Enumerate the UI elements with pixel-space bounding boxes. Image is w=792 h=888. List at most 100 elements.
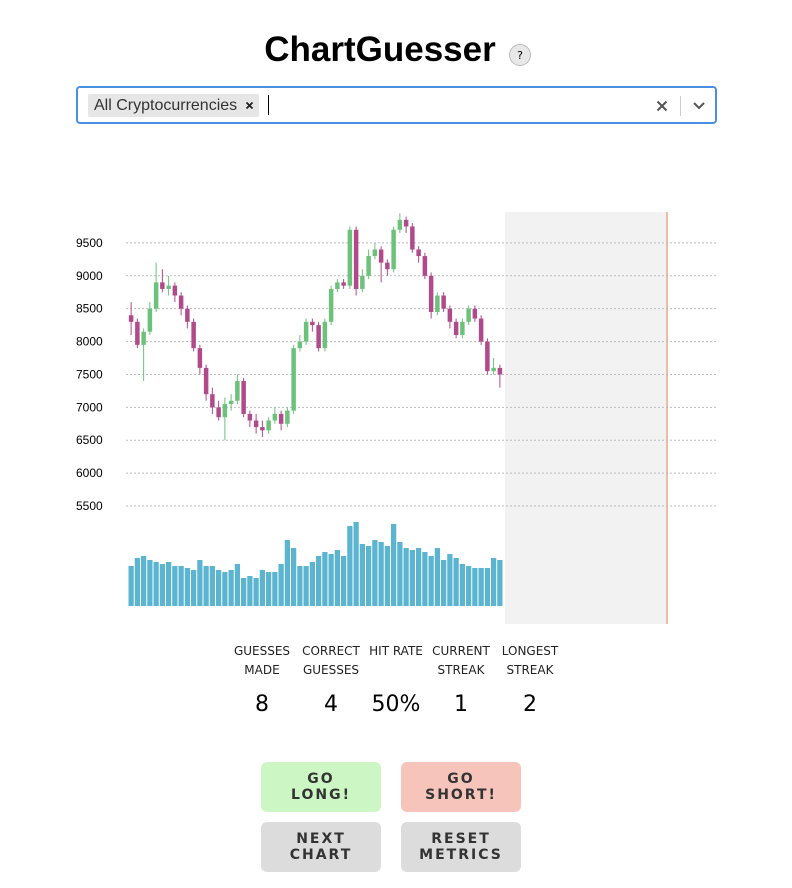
volume-bar — [228, 570, 234, 606]
candle-body — [472, 308, 478, 319]
stat: LONGEST STREAK 2 — [490, 642, 570, 717]
candle-body — [160, 282, 165, 289]
candle-body — [360, 275, 365, 289]
candle-body — [291, 348, 296, 411]
volume-bar — [309, 562, 315, 606]
candle-body — [197, 348, 203, 368]
y-tick-label: 7500 — [76, 367, 103, 381]
stat-value: 1 — [454, 692, 468, 717]
candle-body — [485, 341, 490, 372]
y-tick-label: 9000 — [76, 269, 103, 283]
candle-body — [397, 219, 403, 230]
go-long-button[interactable]: GO LONG! — [261, 762, 381, 812]
candle-body — [441, 295, 446, 309]
candle-body — [435, 295, 440, 312]
volume-bar — [378, 542, 384, 606]
tag-remove[interactable] — [245, 101, 254, 110]
volume-bar — [434, 548, 440, 606]
reset-metrics-button[interactable]: RESET METRICS — [401, 822, 521, 872]
volume-bar — [491, 558, 497, 606]
volume-bar — [216, 570, 222, 606]
volume-bar — [184, 568, 190, 606]
candle-body — [178, 295, 184, 309]
stat-label: CURRENT STREAK — [432, 644, 490, 677]
candle-body — [253, 420, 259, 428]
candle-body — [303, 321, 309, 342]
volume-bar — [384, 546, 390, 606]
volume-bar — [191, 570, 197, 606]
volume-bar — [134, 558, 140, 606]
clear-button[interactable] — [656, 100, 668, 112]
volume-bar — [341, 556, 347, 606]
volume-bar — [472, 568, 478, 606]
volume-bar — [372, 540, 378, 606]
next-chart-button[interactable]: NEXT CHART — [261, 822, 381, 872]
volume-bar — [253, 578, 259, 606]
selected-tag: All Cryptocurrencies — [88, 94, 260, 117]
volume-bar — [497, 560, 503, 606]
volume-bar — [284, 540, 290, 606]
volume-bar — [316, 556, 322, 606]
stat-label: LONGEST STREAK — [501, 644, 559, 677]
volume-bar — [466, 566, 472, 606]
app-title: ChartGuesser — [264, 30, 496, 69]
stat-label: HIT RATE — [369, 644, 423, 658]
volume-bar — [403, 548, 409, 606]
volume-bar — [334, 550, 340, 606]
stat: GUESSES MADE 8 — [222, 642, 302, 717]
y-tick-label: 9500 — [76, 236, 103, 250]
candle-body — [266, 420, 271, 431]
candle-body — [141, 331, 146, 345]
volume-bar — [416, 548, 422, 606]
candle-body — [428, 275, 434, 312]
stat: HIT RATE 50% — [356, 642, 436, 717]
candle-body — [497, 367, 503, 375]
stat: CORRECT GUESSES 4 — [291, 642, 371, 717]
volume-bar — [397, 542, 403, 606]
volume-bar — [422, 552, 428, 606]
future-region — [505, 212, 667, 624]
volume-bar — [428, 556, 434, 606]
volume-bar — [322, 552, 328, 606]
candle-body — [216, 407, 221, 418]
candle-body — [285, 410, 290, 424]
chart: 5500 6000 6500 7000 7500 8000 8500 9000 9500 — [76, 212, 716, 624]
candle-body — [297, 341, 303, 349]
volume-bar — [484, 568, 490, 606]
stat-value: 2 — [523, 692, 537, 717]
dropdown-chevron[interactable] — [692, 100, 706, 112]
stat: CURRENT STREAK 1 — [421, 642, 501, 717]
candle-body — [203, 367, 209, 395]
candle-body — [335, 282, 340, 289]
stat-value: 8 — [255, 692, 269, 717]
candle-body — [478, 318, 484, 342]
candle-body — [241, 381, 246, 414]
candle-body — [391, 229, 396, 270]
volume-bar — [478, 568, 484, 606]
volume-bar — [209, 566, 215, 606]
help-button[interactable]: ? — [509, 44, 531, 66]
candle-body — [322, 321, 328, 349]
candle-body — [247, 413, 253, 421]
candle-body — [316, 325, 321, 349]
volume-bar — [172, 566, 178, 606]
volume-bar — [297, 566, 303, 606]
candle-body — [153, 282, 159, 309]
category-select[interactable]: All Cryptocurrencies — [76, 86, 717, 124]
volume-bar — [303, 566, 309, 606]
stat-value: 50% — [371, 692, 421, 717]
candle-body — [166, 285, 171, 289]
go-short-button[interactable]: GO SHORT! — [401, 762, 521, 812]
candle-body — [260, 427, 265, 431]
y-tick-label: 6000 — [76, 466, 103, 480]
candle-body — [422, 256, 428, 276]
candle-body — [135, 321, 140, 345]
candle-body — [222, 404, 228, 418]
y-tick-label: 6500 — [76, 433, 103, 447]
candle-body — [416, 249, 421, 257]
y-tick-label: 8000 — [76, 335, 103, 349]
candle-body — [210, 394, 215, 408]
volume-bar — [222, 572, 228, 606]
candle-body — [460, 321, 465, 335]
